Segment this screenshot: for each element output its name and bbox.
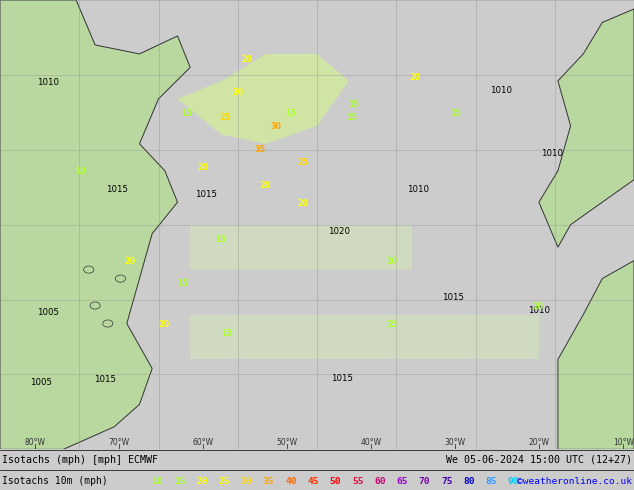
Text: 20: 20 xyxy=(124,257,136,266)
Text: 1010: 1010 xyxy=(37,78,58,87)
Text: 75: 75 xyxy=(441,477,453,486)
Circle shape xyxy=(84,266,94,273)
Text: 1015: 1015 xyxy=(94,375,115,384)
Text: 10: 10 xyxy=(386,257,398,266)
Text: 20: 20 xyxy=(232,88,243,97)
Text: 1015: 1015 xyxy=(107,185,128,194)
Text: 70°W: 70°W xyxy=(108,438,130,446)
Polygon shape xyxy=(558,261,634,449)
Text: 15: 15 xyxy=(221,329,233,338)
Text: 20: 20 xyxy=(158,320,169,329)
Text: 25: 25 xyxy=(219,113,231,122)
Text: 1020: 1020 xyxy=(328,227,350,236)
Text: 20: 20 xyxy=(410,73,421,82)
Text: Isotachs (mph) [mph] ECMWF: Isotachs (mph) [mph] ECMWF xyxy=(2,455,158,465)
Text: 40: 40 xyxy=(285,477,297,486)
Text: 1005: 1005 xyxy=(30,378,52,387)
Polygon shape xyxy=(539,9,634,247)
Text: 35: 35 xyxy=(254,145,266,154)
Text: 60: 60 xyxy=(374,477,385,486)
Polygon shape xyxy=(190,315,539,360)
Text: 15: 15 xyxy=(450,109,461,118)
Text: 10°W: 10°W xyxy=(612,438,634,446)
Text: 1015: 1015 xyxy=(195,190,217,198)
Text: 50°W: 50°W xyxy=(276,438,297,446)
Text: 20: 20 xyxy=(242,55,253,64)
Polygon shape xyxy=(190,224,412,270)
Text: 1010: 1010 xyxy=(408,185,429,194)
Text: 15: 15 xyxy=(215,235,226,244)
Text: 25: 25 xyxy=(297,158,309,167)
Circle shape xyxy=(115,275,126,282)
Text: 10: 10 xyxy=(532,302,543,311)
Text: 1010: 1010 xyxy=(528,306,550,316)
Text: 1005: 1005 xyxy=(37,308,58,317)
Text: 65: 65 xyxy=(396,477,408,486)
Text: ©weatheronline.co.uk: ©weatheronline.co.uk xyxy=(517,477,632,486)
Text: 15: 15 xyxy=(285,109,296,118)
Text: 40°W: 40°W xyxy=(360,438,382,446)
Circle shape xyxy=(90,302,100,309)
Text: 15: 15 xyxy=(174,477,185,486)
Text: 85: 85 xyxy=(486,477,497,486)
Text: 20: 20 xyxy=(259,181,271,190)
Text: 10: 10 xyxy=(152,477,163,486)
Text: 20: 20 xyxy=(297,198,309,208)
Text: 20°W: 20°W xyxy=(528,438,550,446)
Text: 30: 30 xyxy=(270,122,281,131)
Polygon shape xyxy=(178,54,349,144)
Text: 1010: 1010 xyxy=(541,149,562,158)
Text: 15: 15 xyxy=(346,113,358,122)
Text: 80: 80 xyxy=(463,477,475,486)
Text: 10: 10 xyxy=(75,167,87,176)
Polygon shape xyxy=(0,0,190,449)
Text: 80°W: 80°W xyxy=(24,438,46,446)
Text: 15: 15 xyxy=(177,279,188,289)
Text: 45: 45 xyxy=(307,477,319,486)
Text: 30°W: 30°W xyxy=(444,438,466,446)
Text: 1015: 1015 xyxy=(443,293,464,302)
Text: Isotachs 10m (mph): Isotachs 10m (mph) xyxy=(2,476,108,486)
Text: We 05-06-2024 15:00 UTC (12+27): We 05-06-2024 15:00 UTC (12+27) xyxy=(446,455,632,465)
Text: 25: 25 xyxy=(218,477,230,486)
Text: 15: 15 xyxy=(386,320,398,329)
Text: 1015: 1015 xyxy=(332,374,353,383)
Text: 90: 90 xyxy=(508,477,519,486)
Text: 15: 15 xyxy=(181,109,193,118)
Text: 30: 30 xyxy=(240,477,252,486)
Text: 50: 50 xyxy=(330,477,341,486)
Text: 55: 55 xyxy=(352,477,363,486)
Text: 35: 35 xyxy=(263,477,275,486)
Text: 20: 20 xyxy=(197,163,209,172)
Text: 20: 20 xyxy=(196,477,207,486)
Text: 70: 70 xyxy=(418,477,430,486)
Text: 15: 15 xyxy=(348,100,359,109)
Circle shape xyxy=(103,320,113,327)
Text: 60°W: 60°W xyxy=(192,438,214,446)
Text: 1010: 1010 xyxy=(490,86,512,95)
